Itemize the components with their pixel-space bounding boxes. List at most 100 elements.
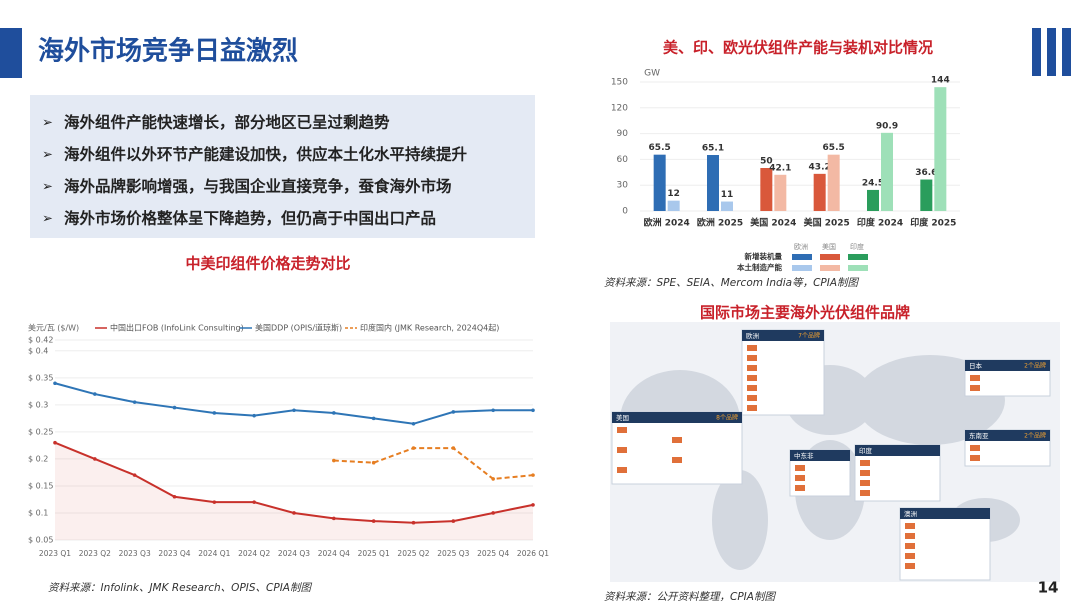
brand-logo [672,457,682,463]
point [491,408,495,413]
point [411,421,416,426]
brand-logo [970,385,980,391]
bar [934,87,947,211]
series-line [333,447,534,480]
point [491,477,495,481]
bar [827,154,840,211]
brand-logo [860,480,870,486]
bar [813,173,826,211]
brand-logo [860,460,870,466]
x-tick-label: 2024 Q3 [278,549,310,558]
x-tick-label: 美国 2025 [804,217,850,229]
y-tick-label: $ 0.15 [28,481,53,490]
x-tick-label: 2025 Q1 [358,549,390,558]
point [371,416,376,421]
y-tick-label: 150 [611,78,628,88]
point [332,458,336,463]
legend-swatch [820,254,840,260]
point [93,457,97,461]
y-axis-label: GW [644,69,660,79]
data-label: 65.5 [823,143,845,153]
x-tick-label: 欧洲 2025 [697,217,743,229]
legend-group: 印度 [850,242,864,251]
brand-logo [747,355,757,361]
point [212,411,217,415]
bar [653,154,666,211]
bar [721,201,733,211]
region-header [965,360,1050,371]
y-tick-label: 30 [617,181,629,191]
bullet-text: 海外组件产能快速增长，部分地区已呈过剩趋势 [64,113,390,132]
point [531,408,535,413]
region-header [900,508,990,519]
legend-label: 美国DDP (OPIS/道琼斯) [255,323,342,333]
region-count: 2个品牌 [1024,432,1046,440]
region-name: 中东非 [794,451,814,460]
data-label: 24.5 [862,178,884,188]
brand-logo [860,490,870,496]
brand-logo [905,563,915,569]
region-box [741,329,825,416]
x-tick-label: 2025 Q2 [397,549,429,558]
bar [707,155,719,211]
region-name: 印度 [859,446,873,455]
y-tick-label: 120 [611,103,628,113]
point [371,460,376,465]
bullet-box [30,95,535,238]
y-tick-label: 0 [622,207,628,217]
x-tick-label: 2023 Q4 [158,549,190,558]
brand-logo [905,523,915,529]
y-tick-label: $ 0.3 [28,400,48,409]
region-header [790,450,850,461]
y-tick-label: $ 0.35 [28,373,53,382]
bullet-text: 海外品牌影响增强，与我国企业直接竞争，蚕食海外市场 [64,177,452,196]
x-tick-label: 2024 Q1 [198,549,230,558]
brand-logo [795,485,805,491]
legend-label: 中国出口FOB (InfoLink Consulting) [110,323,244,333]
x-tick-label: 2023 Q1 [39,549,71,558]
source-note: 资料来源：公开资料整理，CPIA制图 [604,591,776,603]
data-label: 65.5 [649,143,671,153]
brand-logo [617,467,627,473]
point [132,473,137,477]
data-label: 12 [667,189,680,199]
x-tick-label: 2023 Q2 [79,549,111,558]
brand-logo [795,465,805,471]
source-note: 资料来源：Infolink、JMK Research、OPIS、CPIA制图 [48,582,312,594]
point [172,494,177,499]
bar [867,189,879,211]
brand-logo [905,533,915,539]
brand-logo [970,375,980,381]
brand-logo [747,395,757,401]
region-name: 澳洲 [904,509,917,518]
data-label: 36.6 [915,168,937,178]
brand-logo [795,475,805,481]
x-tick-label: 美国 2024 [750,217,796,229]
data-label: 144 [931,76,950,86]
brand-logo [860,470,870,476]
legend-label: 本土制造产能 [736,262,782,272]
bar [920,179,933,211]
brand-logo [970,455,980,461]
point [292,408,296,413]
point [172,405,177,410]
map-title: 国际市场主要海外光伏组件品牌 [700,304,910,322]
bar [881,132,893,211]
point [411,446,416,450]
region-count: 2个品牌 [1024,362,1046,370]
bullet-text: 海外市场价格整体呈下降趋势，但仍高于中国出口产品 [64,209,436,228]
point [212,500,217,504]
title-bar [0,28,22,78]
legend-label: 印度国内 (JMK Research, 2024Q4起) [360,323,499,333]
brand-logo [747,345,757,351]
brand-logo [747,405,757,411]
point [411,520,416,525]
chart-title: 美、印、欧光伏组件产能与装机对比情况 [663,39,933,57]
point [451,410,456,414]
bullet-marker: ➢ [42,180,53,195]
brand-logo [905,553,915,559]
bar [774,174,787,211]
region-header [612,412,742,423]
brand-logo [747,375,757,381]
region-name: 欧洲 [746,331,759,340]
